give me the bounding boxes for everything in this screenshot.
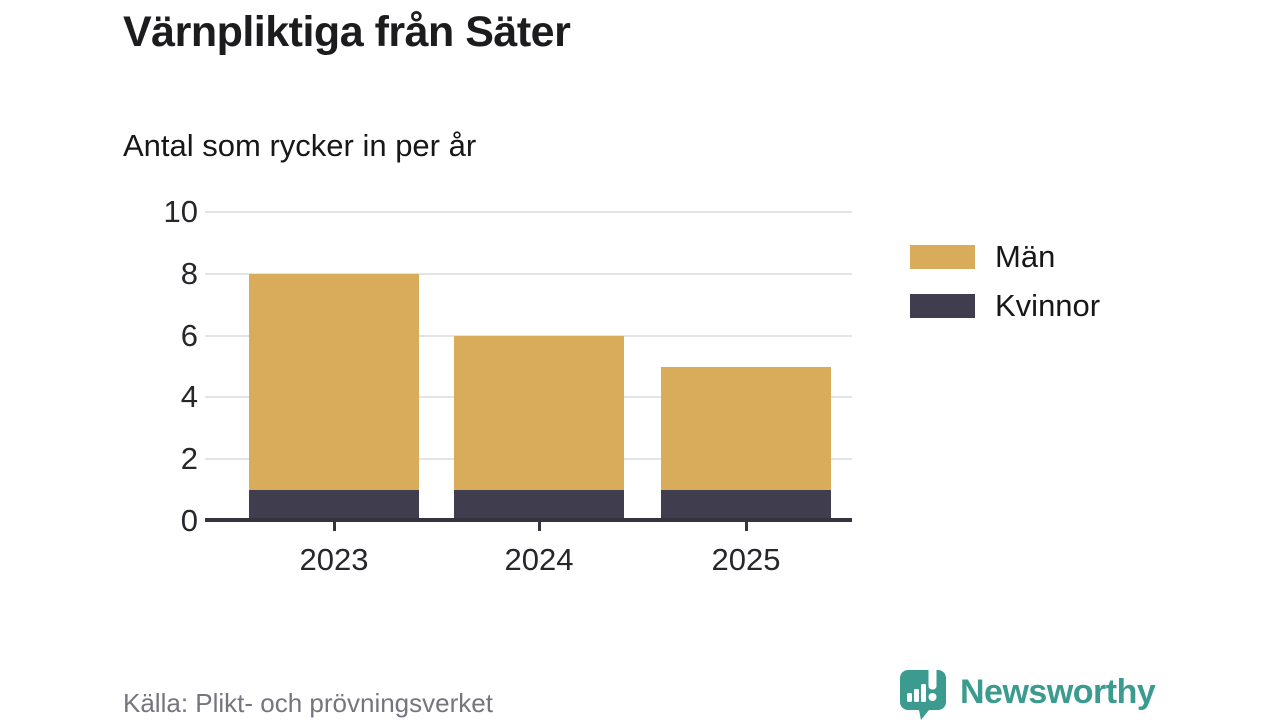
chart-title: Värnpliktiga från Säter	[123, 8, 571, 56]
x-axis-tickmark-2024	[538, 522, 541, 531]
bar-segment-2024-Män	[454, 335, 624, 491]
legend-swatch-Män	[910, 245, 975, 269]
bar-chart-speech-bubble-icon	[900, 664, 946, 720]
chart-legend: Män Kvinnor	[910, 239, 1101, 323]
bar-segment-2024-Kvinnor	[454, 490, 624, 521]
bar-segment-2023-Män	[249, 273, 419, 491]
bar-segment-2025-Män	[661, 366, 831, 491]
bar-segment-2025-Kvinnor	[661, 490, 831, 521]
bar-segment-2023-Kvinnor	[249, 490, 419, 521]
legend-item-Kvinnor: Kvinnor	[910, 288, 1101, 323]
x-axis-tickmark-2023	[333, 522, 336, 531]
x-axis-tick-label: 2023	[299, 542, 369, 577]
gridline-y-8	[205, 272, 852, 275]
brand-logo: Newsworthy	[898, 664, 1156, 720]
legend-label-Kvinnor: Kvinnor	[995, 288, 1101, 323]
x-axis-tickmark-2025	[745, 522, 748, 531]
y-axis-tick-label: 8	[180, 255, 198, 291]
y-axis-tick-label: 6	[180, 317, 198, 353]
chart-subtitle: Antal som rycker in per år	[123, 128, 477, 163]
brand-name: Newsworthy	[960, 672, 1156, 711]
legend-swatch-Kvinnor	[910, 294, 975, 318]
source-attribution: Källa: Plikt- och prövningsverket	[123, 688, 493, 718]
x-axis-baseline	[205, 518, 852, 522]
y-axis-tick-label: 10	[163, 194, 198, 229]
legend-label-Män: Män	[995, 239, 1056, 274]
x-axis-tick-label: 2024	[504, 542, 574, 577]
gridline-y-10	[205, 211, 852, 213]
y-axis-tick-label: 4	[180, 379, 198, 415]
y-axis-tick-label: 2	[180, 441, 198, 477]
x-axis-tick-label: 2025	[711, 542, 781, 577]
y-axis-tick-label: 0	[180, 503, 198, 538]
legend-item-Män: Män	[910, 239, 1100, 274]
